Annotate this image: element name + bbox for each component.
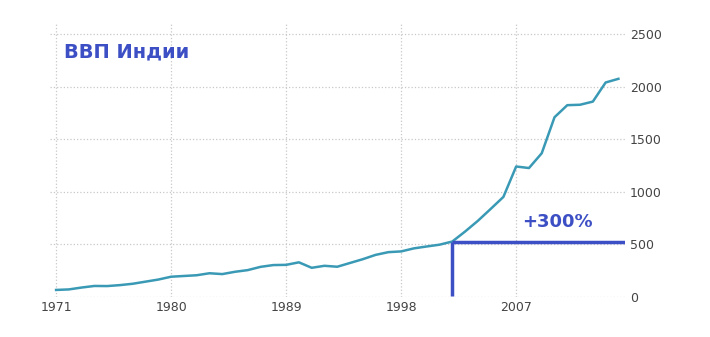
- Text: +300%: +300%: [523, 213, 593, 231]
- Text: ВВП Индии: ВВП Индии: [64, 43, 190, 62]
